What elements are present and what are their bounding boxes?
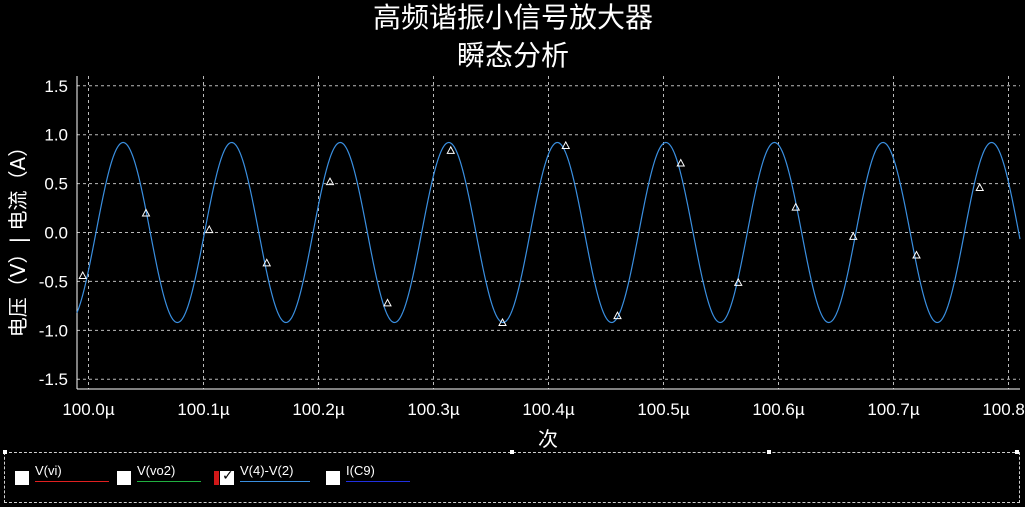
data-point-marker: [141, 208, 151, 217]
data-point-marker: [204, 225, 214, 234]
data-point-marker: [325, 177, 335, 186]
checkbox[interactable]: [15, 471, 29, 485]
data-point-marker: [446, 145, 456, 154]
y-tick-label: 1.0: [44, 126, 68, 145]
resize-handle[interactable]: [767, 450, 771, 454]
y-tick-label: -1.5: [39, 370, 68, 389]
data-point-marker: [561, 140, 571, 149]
legend-label: I(C9): [346, 463, 375, 478]
legend-swatch: [240, 481, 310, 482]
data-point-marker: [262, 258, 272, 267]
resize-handle[interactable]: [510, 450, 514, 454]
data-point-marker: [613, 311, 622, 320]
legend-label: V(4)-V(2): [240, 463, 294, 478]
data-point-marker: [912, 250, 921, 259]
data-point-marker: [78, 270, 88, 280]
chart-title: 高频谐振小信号放大器: [373, 1, 653, 34]
x-tick-label: 100.8µ: [982, 400, 1025, 419]
series-group: [76, 141, 1021, 324]
data-point-marker: [975, 182, 985, 192]
legend-label: V(vo2): [137, 463, 176, 478]
marker-group: [78, 140, 985, 326]
data-point-marker: [498, 317, 507, 326]
selection-marker: [214, 471, 219, 485]
y-tick-label: 0.5: [44, 175, 68, 194]
data-point-marker: [791, 202, 801, 211]
y-tick-label: -0.5: [39, 272, 68, 291]
legend: V(vi) V(vo2) ✓ V(4)-V(2) I(C9): [3, 450, 1020, 503]
x-tick-label: 100.5µ: [637, 400, 690, 419]
x-tick-label: 100.1µ: [177, 400, 230, 419]
x-tick-label: 100.7µ: [867, 400, 920, 419]
x-tick-label: 100.0µ: [62, 400, 115, 419]
x-tick-label: 100.4µ: [522, 400, 575, 419]
chart: 高频谐振小信号放大器 瞬态分析 电压（V）| 电流（A） 次 100.0µ 100…: [6, 1, 1025, 451]
x-tick-label: 100.3µ: [407, 400, 460, 419]
checkbox[interactable]: [117, 471, 131, 485]
legend-swatch: [137, 481, 201, 482]
x-axis-label: 次: [538, 427, 558, 451]
y-axis-label: 电压（V）| 电流（A）: [6, 137, 30, 337]
grid: [77, 76, 1020, 389]
y-tick-label: -1.0: [39, 321, 68, 340]
chart-subtitle: 瞬态分析: [457, 39, 569, 72]
checkbox[interactable]: ✓: [220, 468, 234, 485]
data-point-marker: [383, 298, 392, 307]
y-tick-label: 0.0: [44, 224, 68, 243]
x-tick-label: 100.2µ: [292, 400, 345, 419]
resize-handle[interactable]: [1015, 450, 1019, 454]
axes: 100.0µ 100.1µ 100.2µ 100.3µ 100.4µ 100.5µ 100.…: [39, 76, 1025, 419]
series-line: [76, 141, 1021, 324]
data-point-marker: [676, 158, 686, 167]
data-point-marker: [733, 277, 743, 286]
y-tick-label: 1.5: [44, 77, 68, 96]
legend-swatch: [35, 481, 109, 482]
legend-label: V(vi): [35, 463, 62, 478]
data-point-marker: [848, 231, 858, 240]
checkbox[interactable]: [326, 471, 340, 485]
legend-swatch: [346, 481, 410, 482]
check-icon: ✓: [222, 468, 234, 484]
resize-handle[interactable]: [3, 450, 7, 454]
x-tick-label: 100.6µ: [752, 400, 805, 419]
